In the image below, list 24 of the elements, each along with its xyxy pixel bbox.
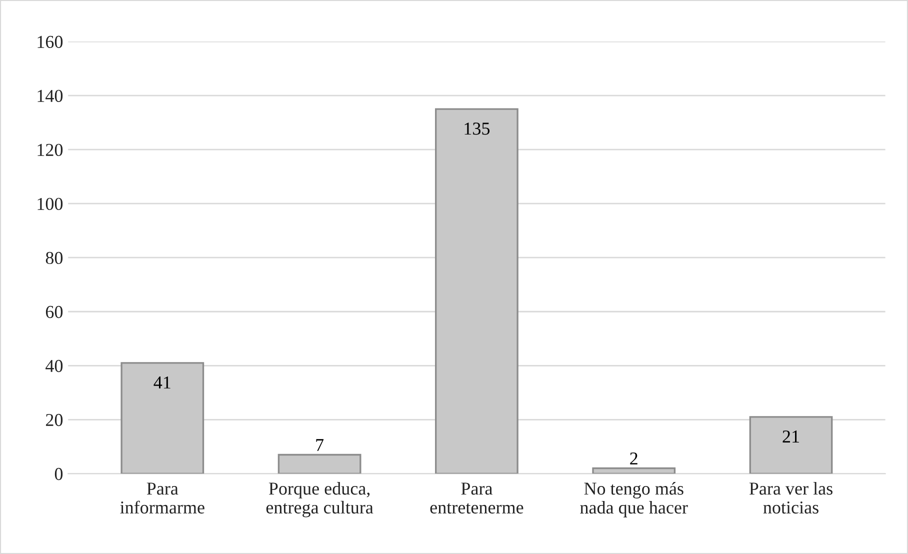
y-tick-label: 160 — [38, 36, 63, 48]
x-tick-label: Para ver las noticias — [749, 482, 832, 514]
x-tick-label: No tengo más nada que hacer — [580, 482, 688, 518]
y-tick-label: 40 — [46, 360, 63, 372]
bar — [749, 416, 833, 474]
y-tick-label: 60 — [46, 306, 63, 318]
bar — [435, 108, 518, 474]
data-label: 2 — [630, 452, 638, 464]
x-tick-label: Para entretenerme — [430, 482, 524, 514]
y-tick-label: 20 — [46, 414, 63, 426]
bar — [592, 467, 676, 474]
y-tick-label: 120 — [38, 144, 63, 156]
bar — [278, 454, 362, 474]
y-tick-label: 140 — [38, 90, 63, 102]
data-label: 21 — [782, 430, 799, 442]
y-tick-label: 0 — [54, 468, 63, 480]
data-label: 41 — [154, 376, 170, 388]
bar — [120, 362, 204, 474]
data-label: 135 — [464, 122, 490, 135]
x-tick-label: Para informarme — [120, 482, 204, 514]
y-tick-label: 100 — [38, 198, 63, 210]
y-tick-label: 80 — [46, 252, 63, 264]
data-label: 7 — [316, 439, 324, 451]
x-tick-label: Porque educa, entrega cultura — [266, 482, 374, 518]
